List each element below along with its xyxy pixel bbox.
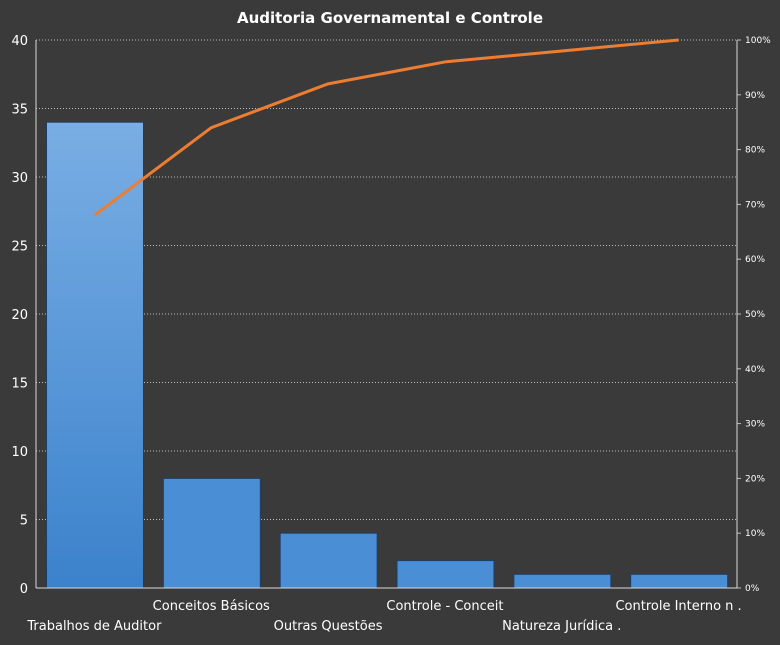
y2-tick-label: 50% <box>745 310 765 320</box>
y-tick-label: 30 <box>11 171 28 186</box>
y-tick-label: 25 <box>11 240 28 255</box>
tick-labels: 0 5 10 15 20 25 30 35 40 0% 10% 20% 30% 40% 50% 60% 70% 8… <box>11 34 771 634</box>
x-tick-label: Natureza Jurídica . <box>502 619 621 634</box>
y2-tick-label: 0% <box>745 584 760 594</box>
chart-title: Auditoria Governamental e Controle <box>237 9 543 27</box>
y-tick-label: 5 <box>20 514 28 529</box>
x-tick-label: Controle - Conceit <box>386 599 503 614</box>
y2-tick-label: 10% <box>745 529 765 539</box>
bar-5 <box>513 573 612 589</box>
bars <box>46 121 729 589</box>
y-tick-label: 40 <box>11 34 28 49</box>
bar-3 <box>279 532 378 589</box>
y-tick-label: 10 <box>11 445 28 460</box>
y2-tick-label: 20% <box>745 474 765 484</box>
y-tick-label: 0 <box>20 582 28 597</box>
x-tick-label: Controle Interno n . <box>615 599 741 614</box>
y2-tick-label: 40% <box>745 365 765 375</box>
bar-2 <box>162 477 261 589</box>
y2-tick-label: 70% <box>745 200 765 210</box>
x-tick-label: Trabalhos de Auditor <box>26 619 162 634</box>
y-tick-label: 35 <box>11 103 28 118</box>
y2-tick-label: 100% <box>745 36 771 46</box>
x-tick-label: Conceitos Básicos <box>153 599 270 614</box>
bar-1 <box>46 121 144 589</box>
bar-4 <box>396 560 495 589</box>
bar-6 <box>630 573 729 589</box>
axes <box>35 39 741 589</box>
y2-tick-label: 30% <box>745 420 765 430</box>
cumulative-percent-line <box>93 38 679 217</box>
y2-tick-label: 90% <box>745 91 765 101</box>
y-tick-label: 20 <box>11 308 28 323</box>
y2-tick-label: 60% <box>745 255 765 265</box>
y2-tick-label: 80% <box>745 146 765 156</box>
y-tick-label: 15 <box>11 377 28 392</box>
x-tick-label: Outras Questões <box>274 619 383 634</box>
cumulative-line-layer <box>93 38 679 217</box>
